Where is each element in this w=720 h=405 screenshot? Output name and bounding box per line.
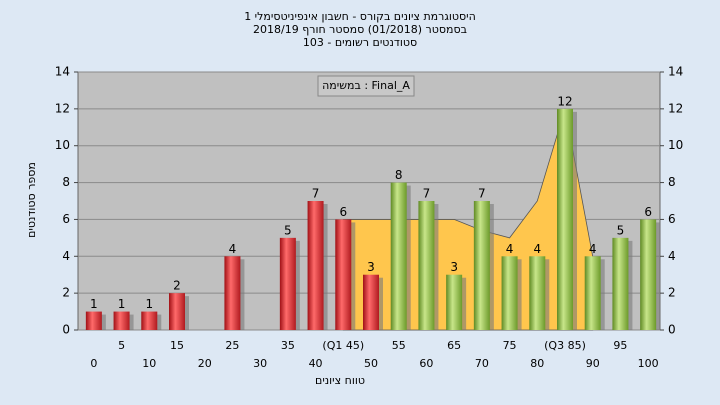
- y-tick-label: 2: [668, 286, 676, 300]
- data-label: 4: [589, 242, 597, 256]
- x-tick-label: 50: [364, 357, 378, 370]
- bar: [529, 256, 546, 330]
- bar: [141, 311, 158, 330]
- x-tick-label: 5: [118, 339, 125, 352]
- y-tick-label: 4: [62, 249, 70, 263]
- data-label: 1: [145, 297, 153, 311]
- bar: [224, 256, 241, 330]
- x-tick-label: 35: [281, 339, 295, 352]
- data-label: 8: [395, 168, 403, 182]
- x-tick-label: 95: [613, 339, 627, 352]
- bar: [584, 256, 601, 330]
- data-label: 6: [644, 205, 652, 219]
- y-tick-label: 14: [668, 65, 683, 79]
- x-tick-label: 60: [419, 357, 433, 370]
- y-tick-label: 12: [55, 101, 70, 115]
- data-label: 2: [173, 279, 181, 293]
- chart-title: היסטוגרמת ציונים בקורס - חשבון אינפיניטס…: [244, 10, 476, 23]
- x-tick-label: (Q1 45): [322, 339, 364, 352]
- x-tick-label: 80: [530, 357, 544, 370]
- data-label: 4: [229, 242, 237, 256]
- x-tick-label: 15: [170, 339, 184, 352]
- data-label: 1: [118, 297, 126, 311]
- data-label: 6: [339, 205, 347, 219]
- data-label: 7: [312, 187, 320, 201]
- bar: [640, 219, 657, 330]
- bar: [418, 201, 435, 330]
- bar: [557, 108, 573, 330]
- x-tick-label: 75: [503, 339, 517, 352]
- bar: [85, 311, 102, 330]
- bar: [473, 201, 490, 330]
- chart-subtitle: בסמסטר (01/2018) סמסטר חורף 2018/19: [253, 23, 467, 36]
- bar: [612, 237, 629, 330]
- bar: [446, 274, 463, 330]
- y-tick-label: 10: [668, 138, 683, 152]
- y-tick-label: 6: [62, 212, 70, 226]
- y-tick-label: 0: [62, 323, 70, 337]
- x-tick-label: 100: [638, 357, 659, 370]
- y-tick-label: 8: [62, 175, 70, 189]
- data-label: 3: [367, 260, 375, 274]
- x-axis-title: טווח ציונים: [315, 374, 365, 387]
- x-tick-label: 20: [198, 357, 212, 370]
- bar: [390, 182, 407, 330]
- y-tick-label: 6: [668, 212, 676, 226]
- y-tick-label: 2: [62, 286, 70, 300]
- data-label: 3: [450, 260, 458, 274]
- bar: [113, 311, 130, 330]
- y-tick-label: 0: [668, 323, 676, 337]
- data-label: 5: [284, 223, 292, 237]
- x-tick-label: 30: [253, 357, 267, 370]
- annotation: במשימה : Final_A: [322, 79, 410, 92]
- data-label: 7: [423, 187, 431, 201]
- chart-subtitle: סטודנטים רשומים - 103: [303, 36, 417, 49]
- y-tick-label: 12: [668, 101, 683, 115]
- x-tick-label: 55: [392, 339, 406, 352]
- data-label: 5: [617, 223, 625, 237]
- bar: [363, 274, 379, 330]
- data-label: 4: [533, 242, 541, 256]
- data-label: 12: [557, 94, 572, 108]
- bar: [501, 256, 518, 330]
- y-axis-title: מספר סטודנטים: [25, 162, 38, 238]
- bar: [335, 219, 352, 330]
- annotation-box: [317, 75, 415, 97]
- x-tick-label: 0: [90, 357, 97, 370]
- data-label: 4: [506, 242, 514, 256]
- data-label: 7: [478, 187, 486, 201]
- y-tick-label: 8: [668, 175, 676, 189]
- bar: [307, 201, 324, 330]
- y-tick-label: 4: [668, 249, 676, 263]
- x-tick-label: 70: [475, 357, 489, 370]
- x-tick-label: (Q3 85): [544, 339, 586, 352]
- bar: [279, 237, 296, 330]
- x-tick-label: 65: [447, 339, 461, 352]
- y-tick-label: 10: [55, 138, 70, 152]
- y-tick-label: 14: [55, 65, 70, 79]
- x-tick-label: 40: [309, 357, 323, 370]
- x-tick-label: 25: [225, 339, 239, 352]
- data-label: 1: [90, 297, 98, 311]
- x-tick-label: 10: [142, 357, 156, 370]
- bar: [169, 293, 185, 330]
- x-tick-label: 90: [586, 357, 600, 370]
